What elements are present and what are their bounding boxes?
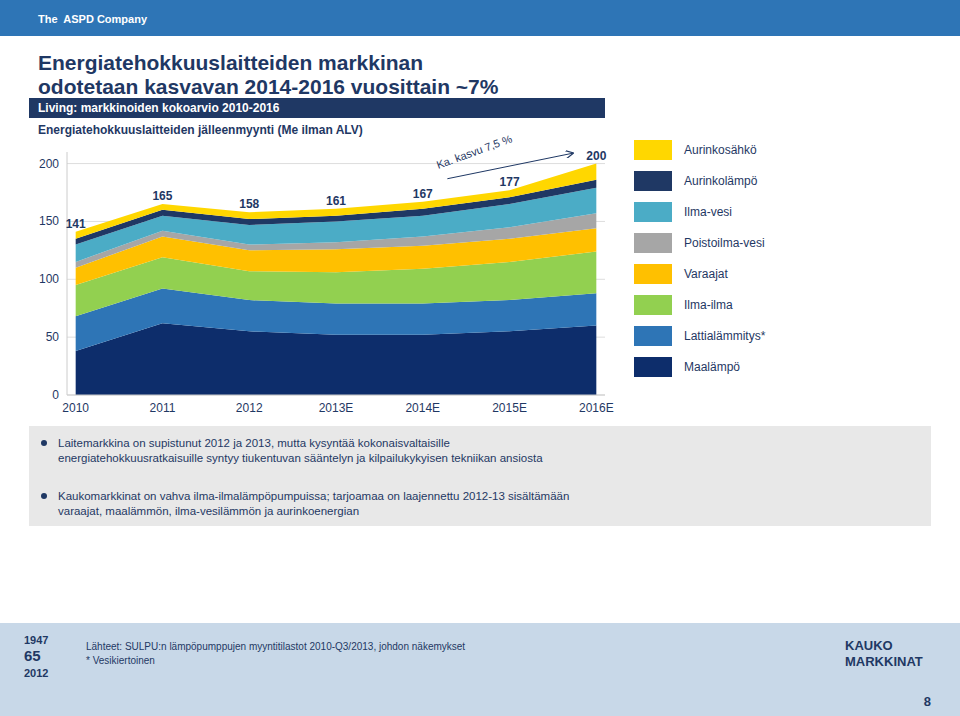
total-label: 141 — [66, 217, 86, 231]
title-line: Energiatehokkuuslaitteiden markkinan — [38, 51, 423, 74]
badge-text: 65 — [24, 647, 41, 664]
legend: Aurinkosähkö Aurinkolämpö Ilma-vesi Poistoi… — [634, 140, 766, 377]
badge-text: 1947 — [24, 634, 48, 646]
legend-swatch — [634, 357, 672, 377]
subtitle-bar — [29, 98, 605, 118]
bullet-text: Laitemarkkina on supistunut 2012 ja 2013… — [58, 437, 543, 464]
y-tick-label: 100 — [39, 272, 59, 286]
bullet-text: Kaukomarkkinat on vahva ilma-ilmalämpöpu… — [58, 490, 569, 517]
legend-swatch — [634, 171, 672, 191]
y-label: Energiatehokkuuslaitteiden jälleenmyynti… — [38, 123, 363, 137]
total-label: 167 — [413, 187, 433, 201]
total-label: 177 — [500, 175, 520, 189]
footnote-line: * Vesikiertoinen — [86, 655, 155, 666]
bullet-text-line: Laitemarkkina on supistunut 2012 ja 2013… — [58, 437, 450, 449]
y-tick-label: 150 — [39, 214, 59, 228]
legend-swatch — [634, 140, 672, 160]
y-axis-line — [67, 152, 68, 395]
legend-label: Ilma-vesi — [684, 205, 732, 219]
grid-line — [67, 395, 605, 396]
grid — [67, 164, 605, 395]
x-tick-label: 2013E — [319, 401, 354, 415]
bullet-text-line: energiatehokkuusratkaisuille syntyy tiuk… — [58, 452, 543, 464]
legend-swatch — [634, 202, 672, 222]
annotation: Ka. kasvu 7,5 % — [435, 132, 514, 171]
total-label: 158 — [239, 197, 259, 211]
total-label: 161 — [326, 194, 346, 208]
footnote: Lähteet: SULPU:n lämpöpumppujen myyntiti… — [86, 641, 465, 666]
legend-swatch — [634, 295, 672, 315]
header-bar — [0, 0, 960, 36]
title-line: odotetaan kasvavan 2014-2016 vuosittain … — [38, 75, 499, 98]
page-number: 8 — [924, 694, 931, 709]
totals: 141 165 158 161 167 177 200 — [66, 149, 607, 231]
bullet-text-line: Kaukomarkkinat on vahva ilma-ilmalämpöpu… — [58, 490, 569, 502]
legend-swatch — [634, 233, 672, 253]
x-tick-label: 2011 — [150, 401, 176, 415]
title: Energiatehokkuuslaitteiden markkinanodot… — [38, 51, 499, 98]
footer — [0, 623, 960, 716]
logo-line: KAUKO — [845, 638, 893, 653]
header-text: The ASPD Company — [38, 13, 148, 25]
bullet-dot — [41, 493, 47, 499]
background — [0, 0, 960, 716]
legend-label: Aurinkosähkö — [684, 143, 757, 157]
badge-text: 2012 — [24, 667, 48, 679]
total-label: 165 — [152, 189, 172, 203]
x-tick-label: 2016E — [579, 401, 614, 415]
x-tick-label: 2010 — [62, 401, 89, 415]
subtitle: Living: markkinoiden kokoarvio 2010-2016 — [38, 101, 280, 115]
footnote-line: Lähteet: SULPU:n lämpöpumppujen myyntiti… — [86, 641, 465, 652]
total-label: 200 — [586, 149, 606, 163]
legend-label: Varaajat — [684, 267, 728, 281]
x-tick-label: 2014E — [405, 401, 440, 415]
legend-swatch — [634, 264, 672, 284]
areas — [76, 164, 597, 395]
page: The ASPD Company Energiatehokkuuslaitteid… — [0, 0, 960, 716]
x-tick-label: 2015E — [492, 401, 527, 415]
bullet-box — [29, 426, 931, 526]
y-tick-label: 200 — [39, 157, 59, 171]
y-ticks: 0 50 100 150 200 — [39, 157, 59, 402]
legend-swatch — [634, 326, 672, 346]
y-tick-label: 50 — [46, 330, 60, 344]
legend-label: Poistoilma-vesi — [684, 236, 765, 250]
legend-label: Aurinkolämpö — [684, 174, 758, 188]
logo: KAUKOMARKKINAT — [845, 638, 923, 669]
legend-label: Ilma-ilma — [684, 298, 733, 312]
x-ticks: 2010 2011 2012 2013E 2014E 2015E 2016E — [62, 401, 613, 415]
bullet-text-line: varaajat, maalämmön, ilma-vesilämmön ja … — [58, 505, 359, 517]
legend-label: Maalämpö — [684, 360, 740, 374]
x-axis-line — [67, 395, 605, 396]
bullet-dot — [41, 440, 47, 446]
y-tick-label: 0 — [52, 388, 59, 402]
logo-line: MARKKINAT — [845, 654, 923, 669]
x-tick-label: 2012 — [236, 401, 263, 415]
legend-label: Lattialämmitys* — [684, 329, 766, 343]
area-layer — [76, 164, 597, 239]
